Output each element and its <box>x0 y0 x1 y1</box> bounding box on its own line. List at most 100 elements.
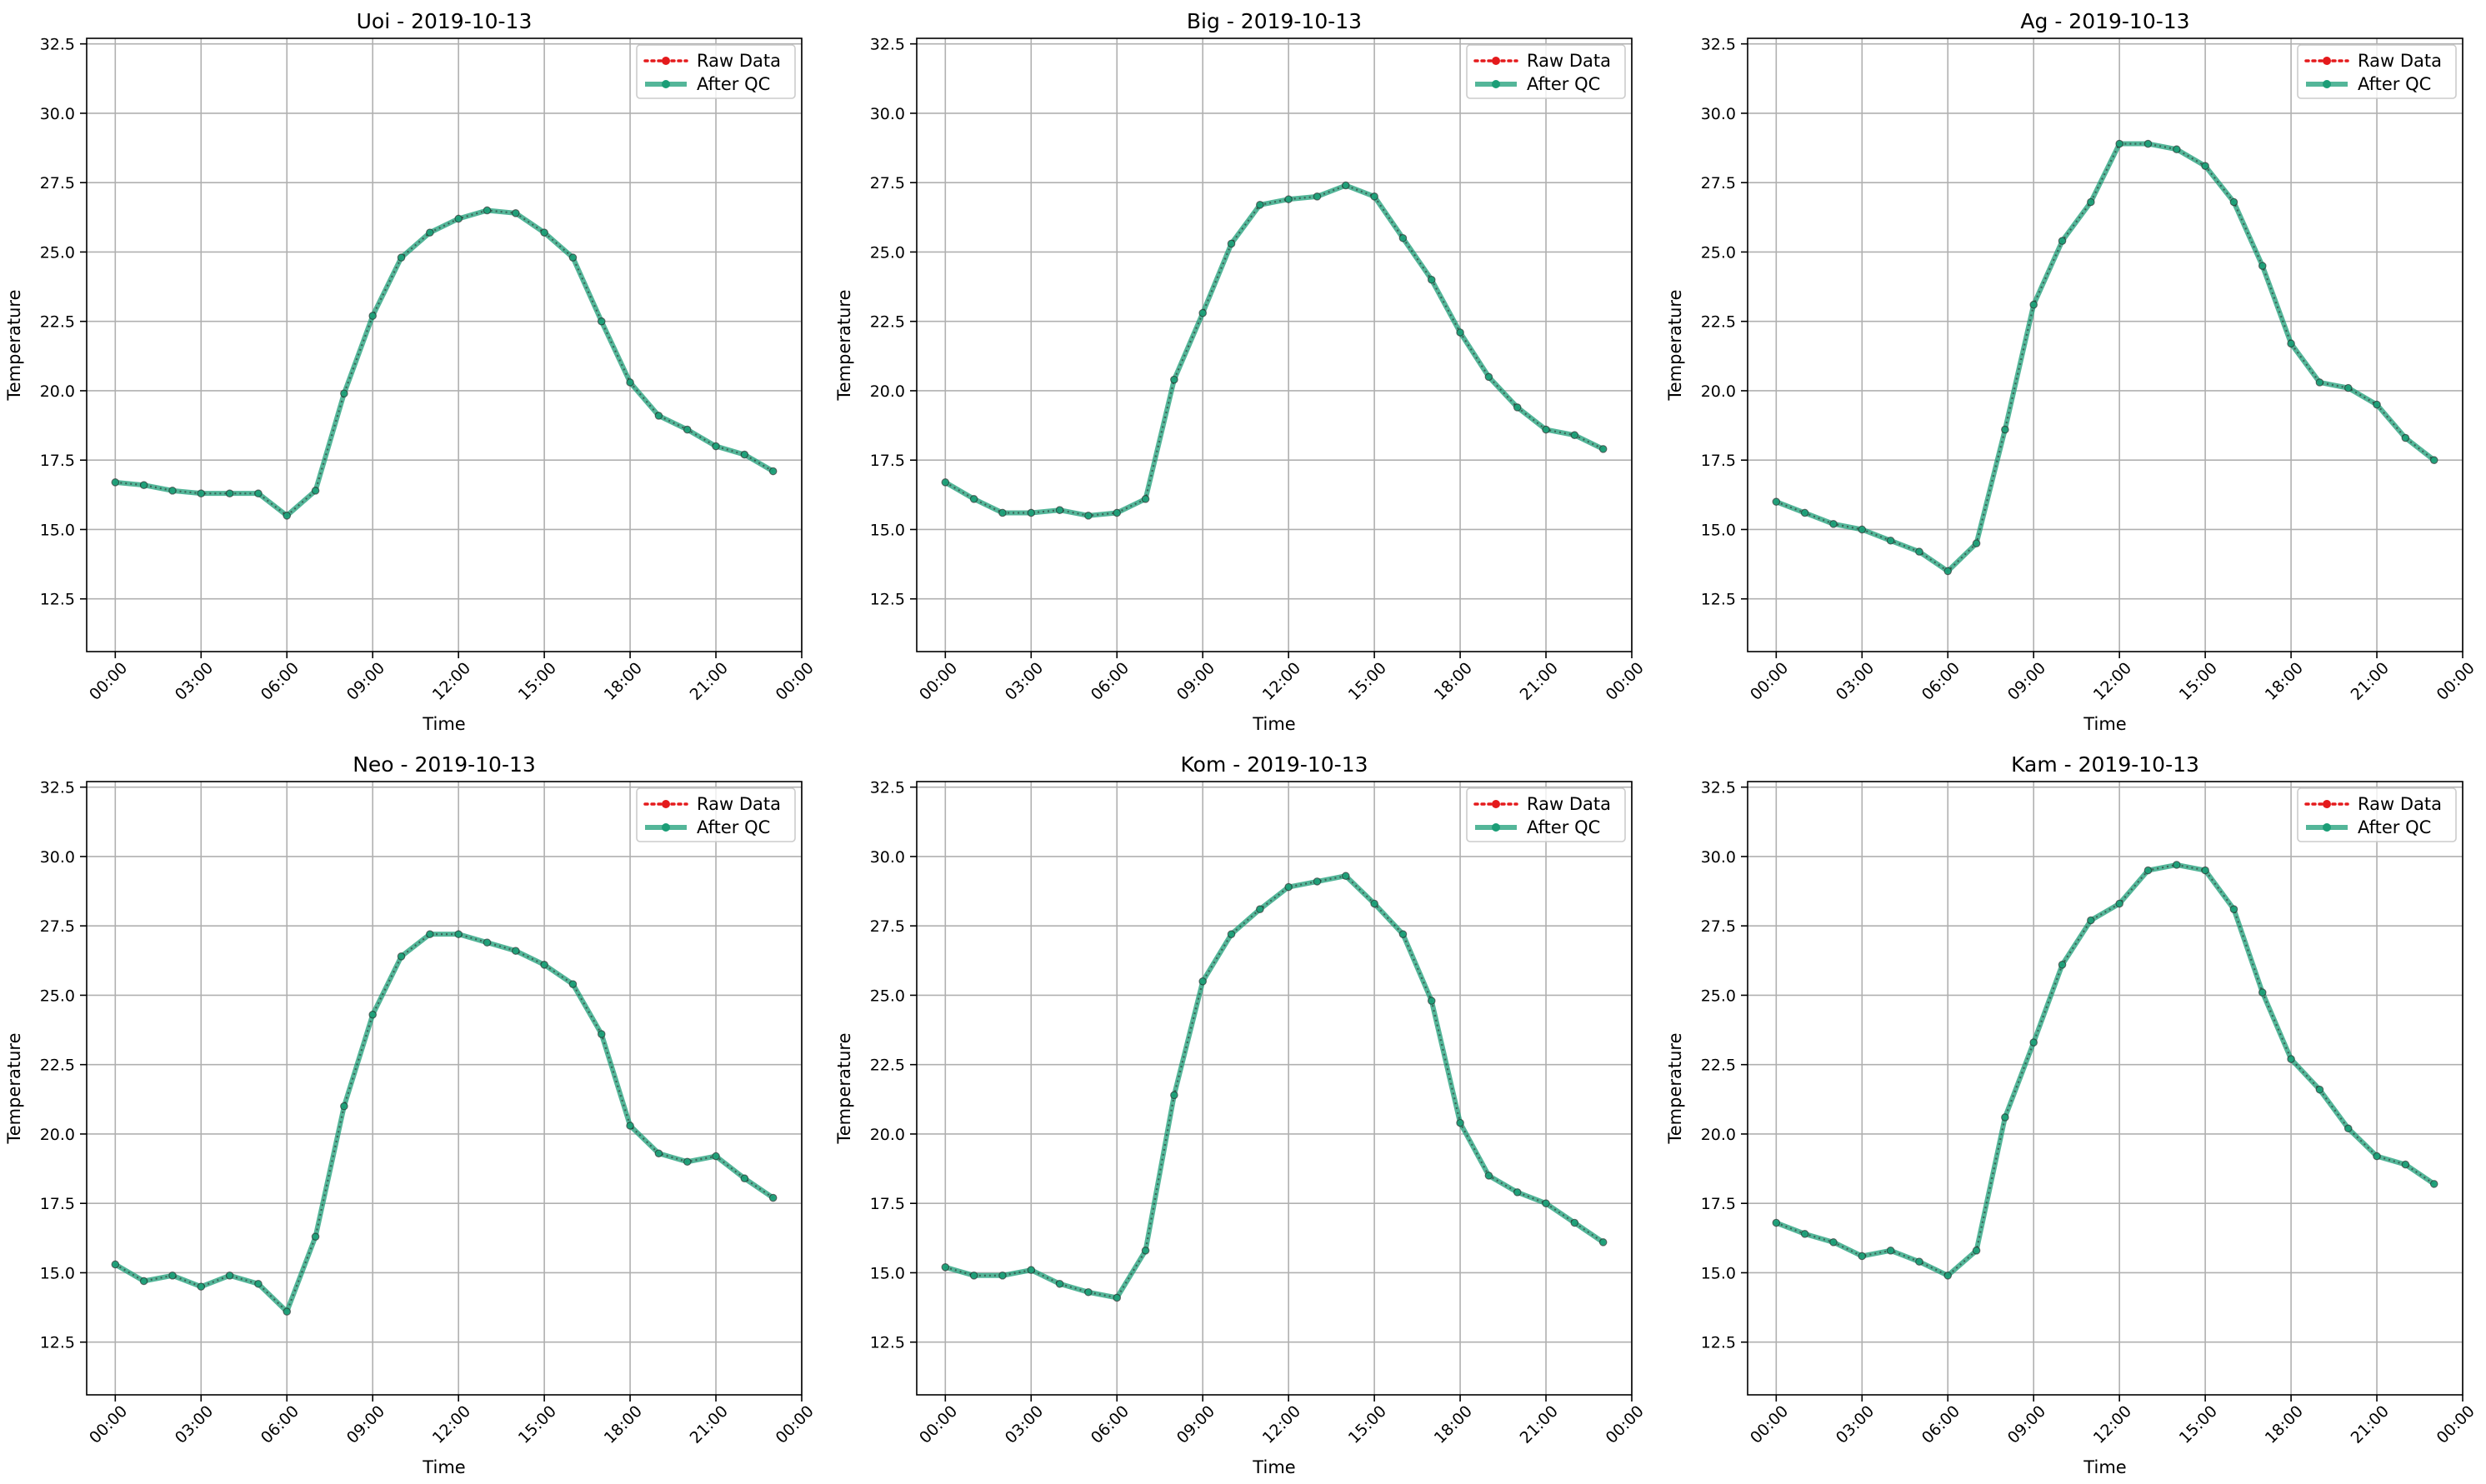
y-tick-label: 30.0 <box>870 105 905 123</box>
legend: Raw Data After QC <box>1466 44 1626 99</box>
x-tick-label: 03:00 <box>1833 1402 1878 1447</box>
y-tick-label: 25.0 <box>1701 987 1736 1005</box>
series-group <box>1772 139 2438 576</box>
data-point <box>1027 1266 1036 1274</box>
y-tick-label: 30.0 <box>40 848 75 867</box>
data-point <box>311 487 320 495</box>
data-point <box>2287 339 2295 348</box>
data-point <box>1829 520 1838 528</box>
data-point <box>1313 877 1322 886</box>
data-point <box>2229 905 2238 913</box>
data-point <box>768 467 778 476</box>
y-tick-label: 32.5 <box>870 779 905 797</box>
axes-frame <box>86 781 803 1396</box>
data-point <box>2401 433 2410 442</box>
data-point <box>2173 145 2181 154</box>
legend-qc-label: After QC <box>2358 74 2431 94</box>
x-tick-label: 00:00 <box>1747 659 1792 704</box>
y-tick-label: 30.0 <box>1701 848 1736 867</box>
data-point <box>941 1263 950 1272</box>
data-point <box>511 209 520 217</box>
data-point <box>368 1010 377 1019</box>
data-point <box>1398 233 1408 242</box>
data-point <box>2343 383 2353 392</box>
x-axis-label: Time <box>1252 1457 1295 1477</box>
y-tick-label: 27.5 <box>870 174 905 192</box>
data-point <box>1198 308 1207 317</box>
data-point <box>2429 1180 2438 1188</box>
data-point <box>340 389 348 398</box>
x-tick-label: 12:00 <box>1259 659 1304 704</box>
data-point <box>1542 425 1550 434</box>
y-tick-label: 15.0 <box>1701 1264 1736 1282</box>
y-tick-label: 20.0 <box>870 1126 905 1144</box>
data-point <box>1598 445 1608 453</box>
legend-raw-label: Raw Data <box>1527 794 1611 814</box>
x-tick-label: 21:00 <box>687 1402 732 1447</box>
after-qc-line <box>1773 141 2437 574</box>
data-point <box>1370 192 1378 201</box>
data-point <box>2029 300 2038 309</box>
data-point <box>511 947 520 955</box>
panel-title: Kom - 2019-10-13 <box>1181 752 1368 777</box>
data-point <box>2287 1055 2295 1063</box>
y-tick-label: 22.5 <box>1701 313 1736 332</box>
data-point <box>1398 930 1408 938</box>
data-point <box>1055 1279 1064 1288</box>
data-point <box>969 495 978 503</box>
data-point <box>283 1307 292 1316</box>
data-point <box>998 508 1007 517</box>
data-point <box>1284 882 1293 892</box>
legend-qc-label: After QC <box>1527 817 1600 837</box>
data-point <box>2001 425 2009 434</box>
after-qc-line <box>113 207 776 518</box>
x-axis-label: Time <box>1252 714 1295 734</box>
data-point <box>2029 1038 2038 1047</box>
legend-raw-marker <box>1492 57 1500 65</box>
y-tick-label: 25.0 <box>40 243 75 262</box>
y-tick-label: 25.0 <box>1701 243 1736 262</box>
data-point <box>1800 508 1809 517</box>
x-tick-label: 03:00 <box>1002 659 1047 704</box>
data-point <box>568 980 578 988</box>
data-point <box>1570 1218 1579 1227</box>
y-tick-label: 22.5 <box>40 313 75 332</box>
data-point <box>626 378 634 387</box>
raw-data-line <box>1775 863 2435 1277</box>
x-tick-label: 12:00 <box>1259 1402 1304 1447</box>
x-tick-label: 09:00 <box>343 659 388 704</box>
data-point <box>1313 192 1322 201</box>
data-point <box>1886 1247 1895 1255</box>
data-point <box>1542 1199 1550 1208</box>
x-tick-label: 00:00 <box>916 1402 961 1447</box>
y-axis-label: Temperature <box>834 289 854 401</box>
axes-frame <box>1747 781 2463 1396</box>
data-point <box>197 1282 206 1291</box>
data-point <box>426 930 434 938</box>
series-group <box>1772 861 2438 1280</box>
y-tick-label: 20.0 <box>40 382 75 401</box>
x-axis-label: Time <box>422 714 465 734</box>
panel-1: 00:00 03:00 06:00 09:00 12:00 15:00 18:00 21:00… <box>4 9 818 734</box>
y-axis-label: Temperature <box>4 1032 24 1144</box>
data-point <box>2373 400 2381 409</box>
x-tick-label: 00:00 <box>773 659 818 704</box>
data-point <box>540 961 548 969</box>
x-axis-label: Time <box>2083 1457 2126 1477</box>
y-tick-label: 15.0 <box>1701 521 1736 539</box>
x-tick-label: 06:00 <box>258 1402 303 1447</box>
after-qc-line <box>943 873 1606 1301</box>
data-point <box>225 1271 234 1280</box>
data-point <box>368 312 377 320</box>
legend-qc-label: After QC <box>2358 817 2431 837</box>
y-tick-label: 30.0 <box>40 105 75 123</box>
x-tick-label: 21:00 <box>687 659 732 704</box>
data-point <box>2115 899 2123 908</box>
x-tick-label: 06:00 <box>1088 1402 1133 1447</box>
panel-title: Kam - 2019-10-13 <box>2011 752 2199 777</box>
y-tick-label: 22.5 <box>40 1057 75 1075</box>
legend-raw-label: Raw Data <box>2358 794 2442 814</box>
legend-qc-marker <box>662 823 670 832</box>
after-qc-line <box>943 182 1606 518</box>
axes-frame <box>916 37 1633 652</box>
